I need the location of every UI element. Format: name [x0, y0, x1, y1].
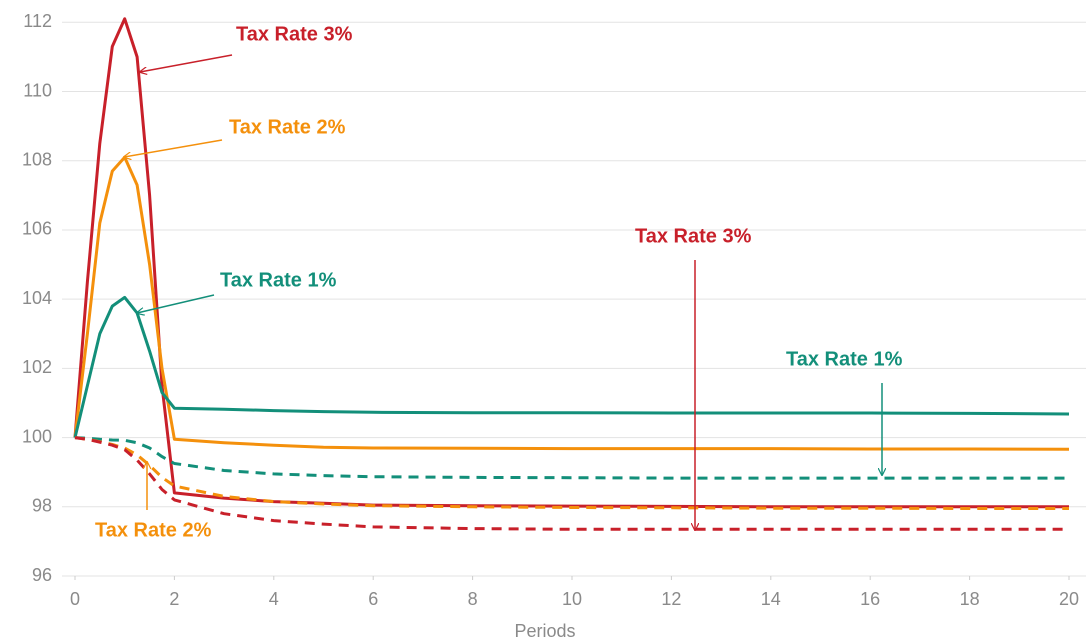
y-tick-label: 100 — [22, 426, 52, 446]
x-tick-label: 14 — [761, 589, 781, 609]
y-tick-label: 108 — [22, 149, 52, 169]
x-tick-label: 10 — [562, 589, 582, 609]
y-tick-label: 104 — [22, 288, 52, 308]
x-tick-label: 16 — [860, 589, 880, 609]
line-series — [73, 295, 1070, 438]
y-tick-label: 106 — [22, 219, 52, 239]
line-series — [74, 436, 1069, 480]
annotation: Tax Rate 2% — [229, 116, 346, 138]
annotation-arrow — [137, 294, 215, 313]
annotation-arrow — [124, 139, 223, 157]
annotation: Tax Rate 3% — [236, 23, 353, 45]
x-tick-label: 18 — [960, 589, 980, 609]
y-tick-label: 98 — [32, 496, 52, 516]
x-tick-label: 4 — [269, 589, 279, 609]
annotation: Tax Rate 1% — [786, 348, 903, 370]
annotation: Tax Rate 1% — [220, 269, 337, 291]
x-tick-label: 2 — [169, 589, 179, 609]
y-tick-label: 96 — [32, 565, 52, 585]
annotation: Tax Rate 2% — [95, 519, 212, 541]
y-tick-label: 112 — [23, 11, 52, 31]
x-axis-label: Periods — [514, 621, 575, 641]
line-series — [73, 155, 1070, 451]
x-tick-label: 20 — [1059, 589, 1079, 609]
y-tick-label: 110 — [23, 80, 52, 100]
x-tick-label: 6 — [368, 589, 378, 609]
x-tick-label: 8 — [468, 589, 478, 609]
line-series — [74, 436, 1069, 531]
y-tick-label: 102 — [22, 357, 52, 377]
annotation-arrow — [140, 54, 233, 72]
annotation: Tax Rate 3% — [635, 225, 752, 247]
x-tick-label: 12 — [661, 589, 681, 609]
x-tick-label: 0 — [70, 589, 80, 609]
